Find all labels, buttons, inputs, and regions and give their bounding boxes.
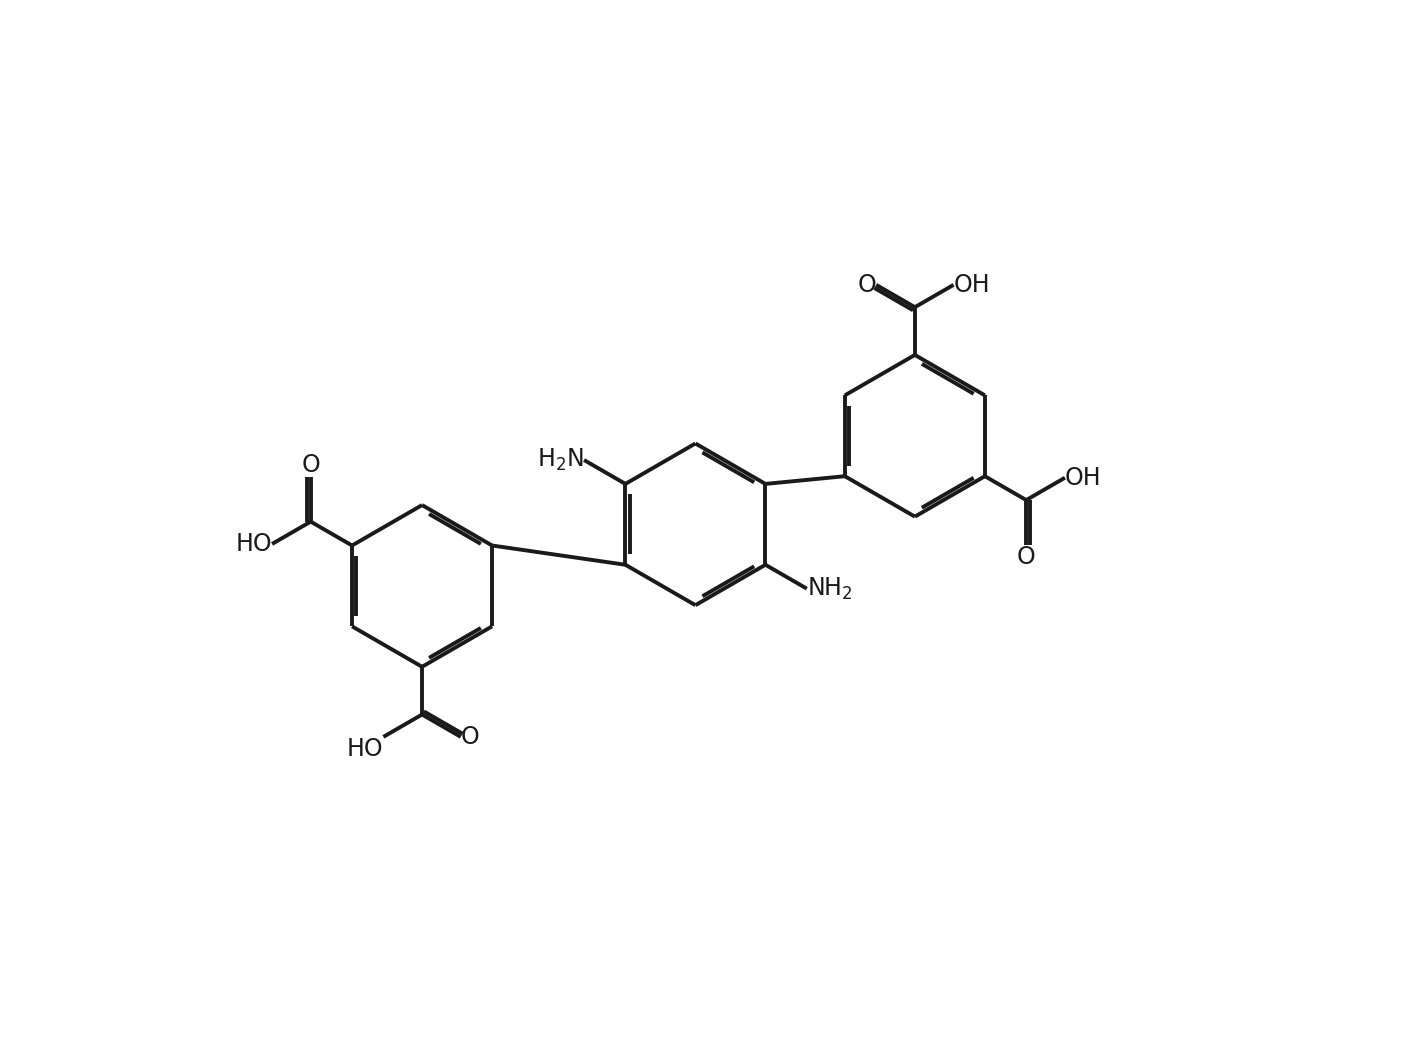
Text: HO: HO	[346, 736, 383, 761]
Text: O: O	[1017, 545, 1036, 569]
Text: HO: HO	[235, 532, 272, 555]
Text: O: O	[301, 453, 320, 477]
Text: OH: OH	[1064, 466, 1101, 490]
Text: NH$_2$: NH$_2$	[807, 575, 852, 602]
Text: O: O	[460, 725, 480, 749]
Text: OH: OH	[953, 272, 990, 297]
Text: H$_2$N: H$_2$N	[538, 447, 584, 473]
Text: O: O	[857, 272, 876, 297]
